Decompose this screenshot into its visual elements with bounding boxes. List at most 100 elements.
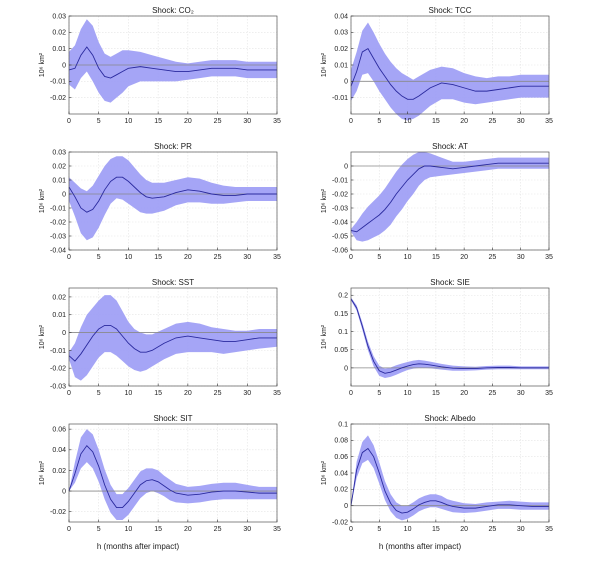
chart-panel-1: 0 5 10 15 20 25 30 35 -0.02 -0.01 0 0.01 0.02 0.03 Sho… — [39, 6, 281, 125]
axes-box — [350, 151, 550, 251]
x-tick-label: 20 — [184, 526, 192, 533]
chart-title: Shock: SST — [152, 278, 194, 287]
x-tick-label: 0 — [67, 118, 71, 125]
x-tick-label: 20 — [460, 526, 468, 533]
x-tick-label: 30 — [243, 526, 251, 533]
response-line — [68, 444, 277, 509]
chart-title: Shock: SIT — [153, 414, 192, 423]
y-tick-label: 0.02 — [52, 468, 66, 475]
x-tick-label: 5 — [377, 390, 381, 397]
y-axis-label: 10⁶ km² — [321, 324, 328, 349]
confidence-band — [69, 429, 277, 520]
y-tick-label: 0.02 — [52, 294, 66, 301]
x-tick-label: 5 — [377, 254, 381, 261]
x-tick-label: 0 — [349, 118, 353, 125]
x-tick-label: 15 — [432, 118, 440, 125]
response-line — [350, 48, 549, 100]
x-tick-label: 10 — [404, 390, 412, 397]
y-tick-label: -0.01 — [50, 79, 66, 86]
x-tick-label: 35 — [545, 254, 553, 261]
y-tick-label: -0.01 — [50, 348, 66, 355]
x-tick-label: 30 — [243, 390, 251, 397]
x-tick-label: 10 — [404, 526, 412, 533]
x-tick-label: 15 — [432, 254, 440, 261]
response-line — [68, 324, 277, 362]
y-tick-label: -0.02 — [332, 519, 348, 526]
response-line — [68, 46, 277, 79]
y-tick-label: 0.06 — [334, 454, 348, 461]
x-tick-label: 10 — [125, 254, 133, 261]
y-tick-label: 0.01 — [52, 312, 66, 319]
y-tick-label: -0.01 — [50, 205, 66, 212]
x-tick-label: 10 — [404, 254, 412, 261]
x-tick-label: 30 — [243, 118, 251, 125]
y-tick-label: 0 — [62, 488, 66, 495]
chart-panel-8: 0 5 10 15 20 25 30 35-0.0200.020.040.060.080.1S… — [321, 414, 553, 533]
x-tick-label: 35 — [545, 118, 553, 125]
x-tick-label: 25 — [489, 254, 497, 261]
x-tick-label: 5 — [97, 254, 101, 261]
chart-panel-2: 0 5 10 15 20 25 30 35 -0.01 0 0.01 0.02 0.03 0.04 Shoc… — [321, 6, 553, 125]
y-tick-label: -0.03 — [50, 383, 66, 390]
chart-title: Shock: PR — [154, 142, 192, 151]
x-tick-label: 10 — [125, 390, 133, 397]
response-line — [350, 298, 549, 374]
y-tick-label: 0 — [344, 163, 348, 170]
chart-panel-4: 0 5 10 15 20 25 30 35 -0.06 -0.05 -0.04 -0.03 -0.02 -… — [321, 142, 553, 261]
x-tick-label: 15 — [154, 118, 162, 125]
chart-title: Shock: Albedo — [424, 414, 476, 423]
response-line — [68, 176, 277, 213]
y-tick-label: -0.04 — [50, 247, 66, 254]
x-tick-label: 20 — [184, 254, 192, 261]
y-tick-label: -0.02 — [50, 219, 66, 226]
x-tick-label: 10 — [404, 118, 412, 125]
axes-box — [350, 287, 550, 387]
axes-box — [68, 423, 278, 523]
y-tick-label: -0.02 — [50, 95, 66, 102]
y-tick-label: 0.15 — [334, 311, 348, 318]
x-tick-label: 20 — [184, 118, 192, 125]
x-tick-label: 15 — [154, 526, 162, 533]
y-tick-label: 0.03 — [52, 149, 66, 156]
x-tick-label: 30 — [517, 390, 525, 397]
response-line — [350, 447, 549, 514]
x-tick-label: 35 — [273, 118, 281, 125]
x-tick-label: 0 — [67, 254, 71, 261]
x-tick-label: 35 — [273, 526, 281, 533]
response-line — [350, 162, 549, 233]
chart-panel-7: 0 5 10 15 20 25 30 35 -0.02 0 0.02 0.04 0.06 Shock: S… — [39, 414, 281, 533]
confidence-band — [69, 295, 277, 381]
y-tick-label: -0.06 — [332, 247, 348, 254]
y-tick-label: 0.04 — [334, 470, 348, 477]
x-tick-label: 0 — [349, 526, 353, 533]
x-tick-label: 0 — [67, 390, 71, 397]
y-tick-label: 0.03 — [334, 30, 348, 37]
y-tick-label: -0.04 — [332, 219, 348, 226]
y-tick-label: -0.03 — [332, 205, 348, 212]
y-tick-label: 0.04 — [334, 13, 348, 20]
confidence-band — [351, 435, 549, 521]
x-tick-label: 15 — [154, 390, 162, 397]
x-tick-label: 35 — [545, 390, 553, 397]
x-tick-label: 30 — [243, 254, 251, 261]
x-tick-label: 35 — [273, 390, 281, 397]
y-tick-label: 0.08 — [334, 438, 348, 445]
x-tick-label: 25 — [489, 390, 497, 397]
y-axis-label: 10⁶ km² — [39, 460, 46, 485]
x-tick-label: 20 — [460, 390, 468, 397]
y-tick-label: -0.02 — [50, 509, 66, 516]
y-axis-label: 10⁶ km² — [39, 188, 46, 213]
y-tick-label: 0.01 — [52, 177, 66, 184]
y-tick-label: 0.02 — [334, 46, 348, 53]
y-tick-label: -0.02 — [50, 366, 66, 373]
x-tick-label: 10 — [125, 118, 133, 125]
y-tick-label: -0.03 — [50, 233, 66, 240]
y-tick-label: 0.2 — [338, 293, 348, 300]
x-tick-label: 20 — [184, 390, 192, 397]
y-tick-label: -0.05 — [332, 233, 348, 240]
y-axis-label: 10⁶ km² — [321, 52, 328, 77]
y-axis-label: 10⁶ km² — [39, 324, 46, 349]
x-tick-label: 10 — [125, 526, 133, 533]
y-tick-label: 0.02 — [52, 30, 66, 37]
panels-group: 0 5 10 15 20 25 30 35 -0.02 -0.01 0 0.01 0.02 0.03 Sho… — [39, 6, 553, 533]
